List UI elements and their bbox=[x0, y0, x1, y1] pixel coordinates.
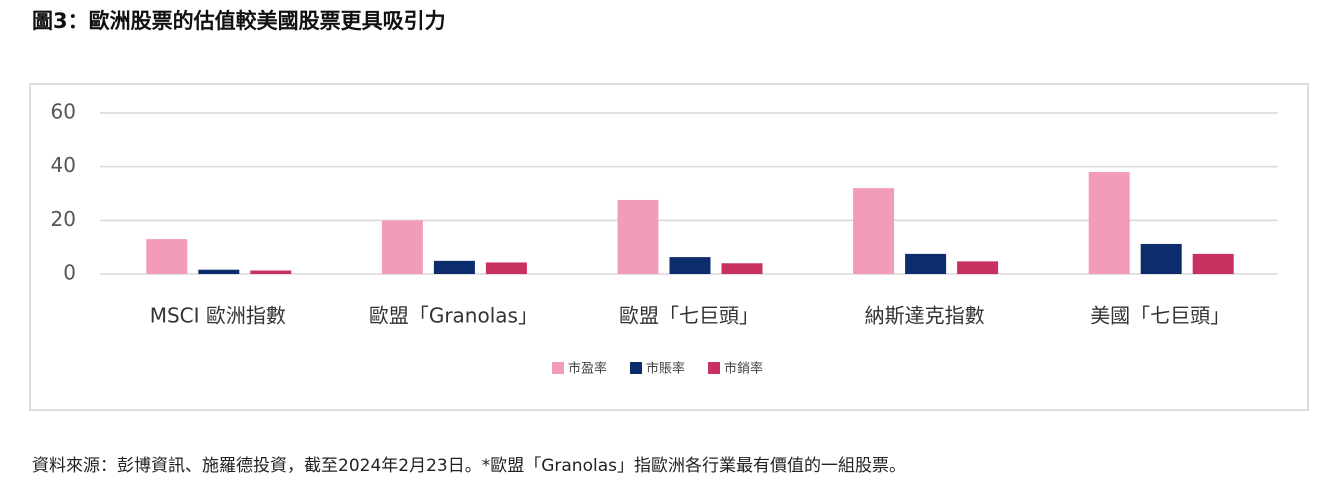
y-tick-label: 60 bbox=[51, 100, 76, 124]
bar bbox=[617, 199, 659, 274]
x-tick-label: 歐盟「Granolas」 bbox=[369, 304, 538, 328]
x-tick-label: 納斯達克指數 bbox=[865, 304, 985, 328]
bar bbox=[146, 239, 188, 274]
chart-title: 圖3：歐洲股票的估值較美國股票更具吸引力 bbox=[32, 9, 446, 33]
bar bbox=[381, 220, 423, 274]
bar bbox=[905, 253, 947, 274]
bar bbox=[485, 262, 527, 274]
bar bbox=[957, 261, 999, 274]
bar bbox=[250, 270, 292, 274]
bar bbox=[1192, 253, 1234, 274]
legend-label: 市賬率 bbox=[646, 361, 685, 377]
bar bbox=[853, 188, 895, 274]
bar bbox=[198, 269, 240, 274]
y-tick-label: 0 bbox=[63, 261, 76, 285]
bar bbox=[1088, 172, 1130, 274]
bar bbox=[433, 260, 475, 274]
bar bbox=[721, 263, 763, 274]
legend-swatch bbox=[630, 362, 642, 374]
x-tick-label: 歐盟「七巨頭」 bbox=[619, 304, 759, 328]
legend-swatch bbox=[708, 362, 720, 374]
source-note: 資料來源：彭博資訊、施羅德投資，截至2024年2月23日。*歐盟「Granola… bbox=[32, 456, 906, 476]
y-tick-label: 40 bbox=[51, 153, 76, 177]
bar bbox=[669, 257, 711, 274]
bar bbox=[1140, 243, 1182, 274]
legend-label: 市盈率 bbox=[568, 361, 607, 377]
x-tick-label: MSCI 歐洲指數 bbox=[150, 304, 286, 328]
legend-label: 市銷率 bbox=[724, 361, 763, 377]
y-tick-label: 20 bbox=[51, 207, 76, 231]
legend-swatch bbox=[552, 362, 564, 374]
x-tick-label: 美國「七巨頭」 bbox=[1090, 304, 1230, 328]
